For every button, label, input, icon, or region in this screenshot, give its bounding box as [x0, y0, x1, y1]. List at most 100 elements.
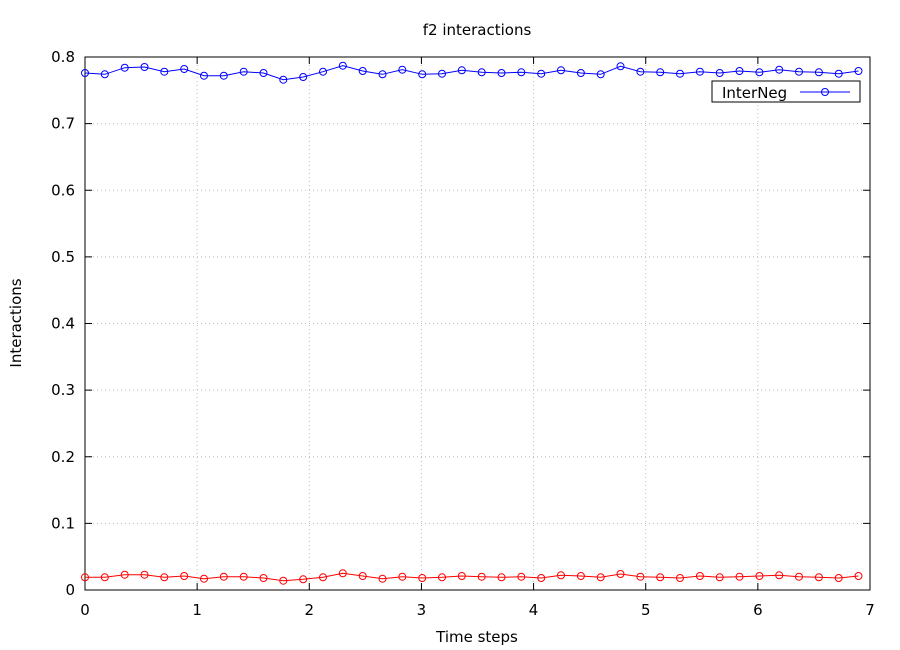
data-point	[775, 571, 784, 580]
data-point	[100, 573, 109, 582]
x-axis-title: Time steps	[435, 628, 518, 646]
data-point	[457, 572, 466, 580]
data-point	[596, 573, 605, 582]
data-point	[656, 68, 665, 77]
data-point	[319, 67, 327, 76]
axis-ticks: 0 1 2 3 4 5 6 7 0 0.1 0.2 0.3 0.4 0.5 0.6 0.7 0.8	[51, 48, 875, 619]
data-point	[398, 65, 407, 74]
x-tick-label: 4	[529, 601, 539, 619]
data-point	[497, 573, 506, 582]
data-point	[180, 65, 189, 73]
data-point	[180, 572, 189, 580]
data-point	[775, 65, 784, 74]
data-point	[814, 573, 823, 582]
data-point	[834, 69, 843, 78]
data-point	[160, 573, 169, 582]
series-line	[85, 572, 859, 582]
series-layer	[81, 61, 863, 585]
y-tick-label: 0.6	[51, 181, 75, 199]
legend-marker	[821, 88, 829, 96]
data-point	[854, 572, 863, 580]
legend: InterNeg	[711, 80, 861, 103]
data-point	[656, 573, 665, 582]
data-point	[120, 570, 129, 579]
data-point	[735, 67, 744, 75]
x-tick-label: 6	[753, 601, 763, 619]
data-point	[715, 69, 724, 77]
x-tick-label: 5	[641, 601, 651, 619]
data-point	[576, 572, 585, 580]
data-point	[219, 71, 228, 80]
data-point	[338, 61, 347, 70]
x-tick-label: 0	[80, 601, 90, 619]
data-point	[795, 67, 803, 76]
data-point	[378, 574, 387, 583]
data-point	[695, 572, 704, 580]
data-point	[239, 572, 248, 581]
data-point	[279, 576, 288, 585]
data-point	[81, 69, 89, 77]
x-tick-label: 2	[305, 601, 315, 619]
y-axis-title: Interactions	[7, 278, 25, 367]
data-point	[537, 69, 546, 78]
data-point	[715, 573, 724, 582]
data-point	[438, 69, 446, 78]
data-point	[279, 75, 288, 84]
data-point	[378, 70, 387, 79]
y-tick-label: 0.1	[51, 514, 75, 532]
chart-title: f2 interactions	[423, 21, 532, 39]
grid-lines	[85, 57, 870, 590]
data-point	[676, 69, 684, 78]
data-point	[735, 572, 744, 581]
data-point	[557, 571, 565, 580]
data-point	[219, 572, 228, 581]
series-2	[81, 569, 863, 585]
y-tick-label: 0.8	[51, 48, 75, 66]
data-point	[398, 572, 407, 581]
x-tick-label: 7	[865, 601, 875, 619]
data-point	[557, 66, 565, 75]
data-point	[695, 67, 704, 76]
y-tick-label: 0.3	[51, 381, 75, 399]
data-point	[239, 67, 248, 76]
data-point	[358, 67, 367, 75]
data-point	[200, 574, 208, 583]
data-point	[338, 569, 347, 578]
legend-box	[711, 80, 861, 103]
data-point	[676, 574, 684, 582]
data-point	[457, 66, 466, 75]
y-tick-label: 0.7	[51, 115, 75, 133]
data-point	[576, 69, 585, 77]
y-tick-label: 0.5	[51, 248, 75, 266]
data-point	[497, 69, 506, 77]
data-point	[755, 572, 764, 580]
data-point	[299, 575, 308, 584]
series-1	[81, 61, 863, 84]
data-point	[160, 67, 169, 76]
data-point	[755, 68, 764, 77]
data-point	[616, 570, 625, 578]
x-tick-label: 1	[192, 601, 202, 619]
data-point	[200, 71, 208, 80]
data-point	[438, 573, 446, 582]
data-point	[418, 574, 427, 582]
data-point	[418, 70, 427, 79]
data-point	[537, 574, 546, 582]
data-point	[477, 68, 486, 77]
data-point	[120, 63, 129, 72]
series-line	[84, 65, 859, 81]
y-tick-label: 0	[65, 581, 75, 599]
data-point	[636, 67, 645, 76]
legend-label: InterNeg	[722, 84, 787, 102]
data-point	[854, 67, 863, 75]
data-point	[616, 62, 625, 71]
data-point	[140, 570, 149, 579]
data-point	[596, 70, 605, 79]
data-point	[299, 73, 308, 81]
data-point	[834, 574, 843, 582]
data-point	[259, 69, 268, 77]
data-point	[319, 573, 327, 582]
data-point	[795, 572, 803, 581]
data-point	[477, 572, 486, 581]
